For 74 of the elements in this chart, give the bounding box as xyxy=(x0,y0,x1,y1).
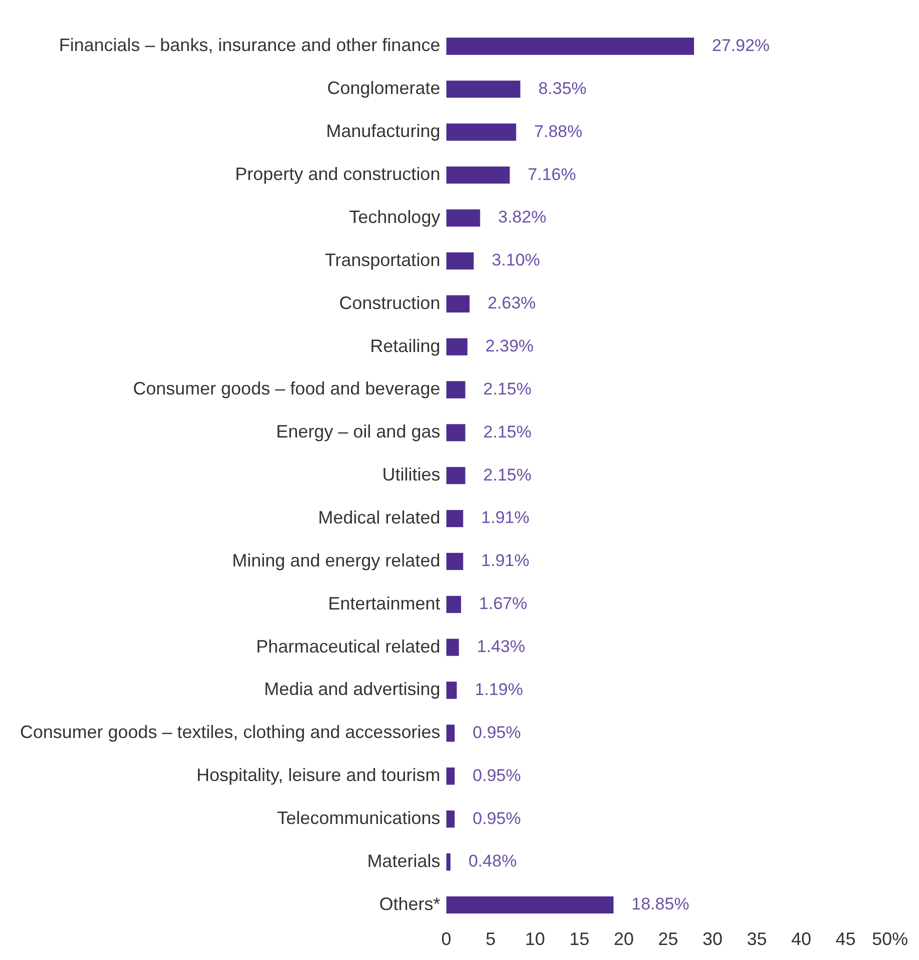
data-label: 1.43% xyxy=(476,637,526,656)
y-tick-label: Consumer goods – food and beverage xyxy=(133,378,440,399)
y-tick-label: Others* xyxy=(379,894,440,914)
x-tick-label: 50% xyxy=(872,929,908,950)
bar xyxy=(446,252,474,270)
data-label: 1.91% xyxy=(481,508,530,528)
bar xyxy=(446,853,450,871)
data-label: 2.63% xyxy=(488,294,536,313)
data-label: 1.19% xyxy=(474,680,523,699)
data-label: 27.92% xyxy=(712,36,770,55)
data-label: 0.95% xyxy=(472,722,521,742)
bar xyxy=(446,381,466,398)
y-tick-label: Property and construction xyxy=(235,164,440,184)
y-tick-label: Energy – oil and gas xyxy=(276,422,440,442)
bar xyxy=(446,638,459,656)
y-tick-label: Consumer goods – textiles, clothing and accessories xyxy=(20,722,440,742)
bar xyxy=(446,724,455,742)
bar xyxy=(446,682,457,699)
y-tick-label: Retailing xyxy=(370,336,440,356)
data-label: 7.88% xyxy=(534,122,582,141)
bar xyxy=(446,467,466,484)
y-tick-label: Conglomerate xyxy=(327,78,440,98)
y-tick-label: Financials – banks, insurance and other finance xyxy=(58,35,440,56)
bar xyxy=(446,510,464,528)
y-tick-label: Mining and energy related xyxy=(232,550,440,570)
y-tick-label: Hospitality, leisure and tourism xyxy=(196,765,440,786)
data-label: 3.82% xyxy=(498,208,546,227)
data-label: 0.48% xyxy=(468,852,517,871)
y-tick-label: Materials xyxy=(367,850,440,871)
bar xyxy=(446,338,468,356)
y-tick-label: Medical related xyxy=(318,508,440,528)
bar xyxy=(446,596,462,613)
y-tick-label: Utilities xyxy=(382,464,440,485)
x-tick-label: 45 xyxy=(836,929,856,950)
data-label: 3.10% xyxy=(492,250,540,270)
bar xyxy=(446,552,464,570)
y-tick-label: Construction xyxy=(339,292,440,313)
x-tick-label: 35 xyxy=(746,929,767,950)
data-label: 1.91% xyxy=(481,551,530,570)
data-label: 2.15% xyxy=(483,422,532,442)
x-tick-label: 0 xyxy=(441,929,452,950)
y-tick-label: Technology xyxy=(349,206,440,227)
x-tick-label: 30 xyxy=(702,929,722,950)
data-label: 18.85% xyxy=(632,894,690,914)
bar xyxy=(446,38,694,55)
y-tick-label: Pharmaceutical related xyxy=(256,636,440,656)
bar xyxy=(446,896,614,914)
y-tick-label: Media and advertising xyxy=(264,679,440,700)
data-label: 7.16% xyxy=(528,164,576,184)
bar xyxy=(446,209,480,227)
data-label: 0.95% xyxy=(472,808,521,828)
y-tick-label: Manufacturing xyxy=(326,121,440,142)
bar xyxy=(446,810,455,828)
data-label: 1.67% xyxy=(479,594,528,614)
bar xyxy=(446,424,466,442)
data-label: 8.35% xyxy=(538,78,587,98)
bar xyxy=(446,80,520,98)
x-tick-label: 25 xyxy=(658,929,678,950)
bar xyxy=(446,295,470,312)
y-tick-label: Transportation xyxy=(324,250,440,270)
bar xyxy=(446,768,455,785)
data-label: 2.15% xyxy=(483,379,532,398)
data-label: 0.95% xyxy=(472,766,521,785)
x-tick-label: 40 xyxy=(791,929,812,950)
y-tick-label: Telecommunications xyxy=(277,808,440,828)
x-tick-label: 10 xyxy=(524,929,545,950)
x-tick-label: 15 xyxy=(569,929,590,950)
x-tick-label: 5 xyxy=(486,929,496,950)
x-tick-label: 20 xyxy=(614,929,634,950)
data-label: 2.39% xyxy=(485,336,534,356)
bar xyxy=(446,166,510,184)
data-label: 2.15% xyxy=(483,465,532,484)
y-tick-label: Entertainment xyxy=(328,593,440,614)
bar xyxy=(446,124,516,141)
